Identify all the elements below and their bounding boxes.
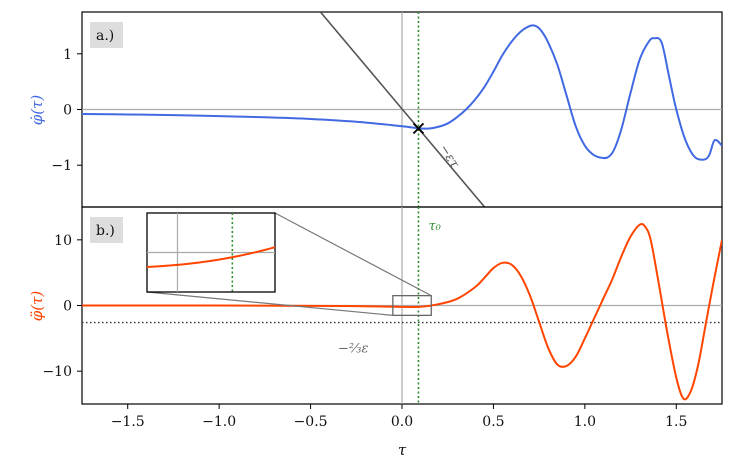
x-axis-label: τ bbox=[398, 441, 407, 459]
x-tick-label: 1.5 bbox=[665, 414, 687, 430]
panel-b-ytick-label: −10 bbox=[42, 364, 72, 380]
x-tick-label: 1.0 bbox=[574, 414, 596, 430]
x-tick-label: 0.0 bbox=[391, 414, 413, 430]
inset-connector bbox=[274, 212, 432, 297]
zoom-region-box bbox=[392, 294, 432, 316]
inset-connector bbox=[146, 291, 393, 316]
panel-a-series-line bbox=[82, 24, 722, 161]
x-tick-label: −1.0 bbox=[202, 414, 236, 430]
inset-series-line bbox=[147, 246, 275, 268]
inset-zoom bbox=[146, 212, 432, 316]
panel-b-tag: b.) bbox=[96, 223, 115, 239]
panel-a-ytick-label: −1 bbox=[51, 158, 72, 174]
reference-line bbox=[319, 12, 486, 207]
panel-a-ylabel: φ̇(τ) bbox=[28, 95, 46, 126]
panel-a-tag: a.) bbox=[96, 28, 114, 44]
panel-b-ylabel: φ̈(τ) bbox=[28, 291, 46, 322]
x-tick-label: −1.5 bbox=[111, 414, 145, 430]
panel-a: −1 0 1 a.) φ̇(τ) −ετ bbox=[28, 11, 723, 208]
reference-line-label: −ετ bbox=[436, 142, 462, 172]
panel-b-tag-box bbox=[90, 217, 123, 243]
tau0-label: τ₀ bbox=[428, 219, 441, 234]
x-tick-label: 0.5 bbox=[482, 414, 504, 430]
panel-a-ytick-label: 1 bbox=[63, 47, 72, 63]
panel-b-series-line bbox=[82, 222, 722, 401]
panel-a-ytick-label: 0 bbox=[63, 103, 72, 119]
panel-b-ytick-label: 10 bbox=[54, 233, 72, 249]
panel-b-ytick-label: 0 bbox=[63, 299, 72, 315]
crossing-marker bbox=[412, 122, 425, 135]
dotted-line-label: −⅔ε bbox=[338, 342, 368, 357]
panel-b: −10 0 10 −1.5 −1.0 −0.5 0.0 0.5 1.0 1.5 b.) φ̈(τ)… bbox=[28, 206, 723, 459]
x-tick-label: −0.5 bbox=[294, 414, 328, 430]
panel-a-tag-box bbox=[90, 22, 123, 48]
